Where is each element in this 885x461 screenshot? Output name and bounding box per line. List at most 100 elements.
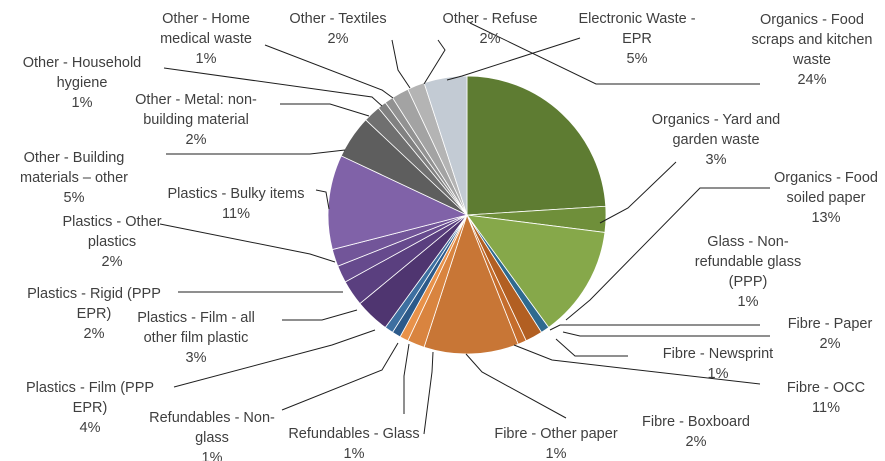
leader-line (565, 187, 770, 321)
slice-name: Organics - Food (774, 170, 878, 186)
slice-name: scraps and kitchen (752, 32, 873, 48)
slice-name: other film plastic (144, 330, 249, 346)
slice-name: soiled paper (787, 190, 866, 206)
slice-percent: 2% (328, 31, 349, 47)
slice-label: Refundables - Non-glass 1% (149, 410, 275, 461)
slice-label: Plastics - Film - all other film plastic 3… (137, 310, 255, 366)
slice-label: Organics - Yard and garden waste 3% (652, 112, 780, 168)
slice-name: Plastics - Film - all (137, 310, 255, 326)
slice-name: refundable glass (695, 254, 801, 270)
leader-line (599, 161, 677, 224)
slice-percent: 3% (186, 350, 207, 366)
slice-name: building material (143, 112, 249, 128)
slice-label: Organics - Food soiled paper 13% (774, 170, 878, 226)
leader-line (465, 353, 567, 419)
slice-percent: 13% (811, 210, 840, 226)
slice-name: Other - Building (24, 150, 125, 166)
slice-name: Electronic Waste - (578, 11, 695, 27)
slice-name: Refundables - Glass (288, 426, 419, 442)
leader-line (264, 44, 394, 99)
slice-percent: 5% (627, 51, 648, 67)
slice-label: Fibre - OCC 11% (787, 380, 865, 416)
leader-line (315, 189, 330, 210)
slice-percent: 1% (196, 51, 217, 67)
slice-label: Glass - Non-refundable glass (PPP) 1% (695, 234, 801, 310)
leader-line (282, 309, 358, 321)
slice-name: glass (195, 430, 229, 446)
leader-line (423, 39, 446, 85)
slice-name: medical waste (160, 31, 252, 47)
slice-percent: 11% (812, 400, 840, 416)
leader-line (446, 37, 581, 81)
slice-percent: 2% (84, 326, 105, 342)
slice-percent: 1% (202, 450, 223, 461)
leader-line (391, 39, 411, 89)
slice-label: Fibre - Paper 2% (788, 316, 873, 352)
slice-label: Other - Home medical waste 1% (160, 11, 252, 67)
slice-percent: 1% (708, 366, 729, 382)
slice-percent: 11% (222, 206, 250, 222)
slice-label: Other - Textiles 2% (289, 11, 386, 47)
slice-name: waste (792, 52, 831, 68)
leader-line (280, 103, 370, 117)
slice-name: Fibre - Boxboard (642, 414, 750, 430)
pie-slice (466, 214, 606, 329)
slice-label: Plastics - Film (PPP EPR) 4% (26, 380, 154, 436)
slice-name: Plastics - Bulky items (168, 186, 305, 202)
leader-line (403, 343, 410, 414)
leader-line (562, 331, 770, 337)
slice-percent: 2% (820, 336, 841, 352)
slice-name: plastics (88, 234, 136, 250)
slice-name: Organics - Food (760, 12, 864, 28)
slice-name: Fibre - Other paper (494, 426, 617, 442)
slice-label: Plastics - Other plastics 2% (62, 214, 161, 270)
slice-percent: 24% (797, 72, 826, 88)
leader-line (163, 67, 383, 107)
slice-name: EPR (622, 31, 652, 47)
slice-label: Fibre - Other paper 1% (494, 426, 617, 461)
slice-name: Fibre - OCC (787, 380, 865, 396)
slice-percent: 2% (186, 132, 207, 148)
slice-name: Glass - Non- (707, 234, 789, 250)
slice-name: Other - Household (23, 55, 141, 71)
slice-labels: Organics - Food scraps and kitchen waste 24… (20, 11, 878, 461)
slice-label: Other - Refuse 2% (442, 11, 537, 47)
pie-slice (423, 75, 468, 216)
slice-name: garden waste (672, 132, 759, 148)
slice-name: Other - Home (162, 11, 250, 27)
slice-label: Electronic Waste - EPR 5% (578, 11, 695, 67)
slice-name: Organics - Yard and (652, 112, 780, 128)
slice-name: materials – other (20, 170, 128, 186)
slice-name: Other - Metal: non- (135, 92, 257, 108)
leader-line (549, 324, 760, 331)
slice-name: EPR) (77, 306, 112, 322)
leader-line (469, 22, 760, 85)
slice-label: Plastics - Bulky items 11% (168, 186, 305, 222)
slice-label: Other - Metal: non-building material 2% (135, 92, 257, 148)
pie-slice (466, 75, 607, 216)
slice-name: (PPP) (729, 274, 768, 290)
slice-label: Refundables - Glass 1% (288, 426, 419, 461)
leader-line (173, 329, 376, 388)
slice-label: Plastics - Rigid (PPP EPR) 2% (27, 286, 161, 342)
slice-label: Fibre - Boxboard 2% (642, 414, 750, 450)
slice-percent: 1% (344, 446, 365, 461)
slice-label: Fibre - Newsprint 1% (663, 346, 773, 382)
slice-name: EPR) (73, 400, 108, 416)
slice-name: Fibre - Paper (788, 316, 873, 332)
leader-lines (159, 22, 770, 435)
slice-name: Plastics - Other (62, 214, 161, 230)
slice-name: Refundables - Non- (149, 410, 275, 426)
slice-name: Other - Refuse (442, 11, 537, 27)
slice-percent: 1% (72, 95, 93, 111)
slice-percent: 4% (80, 420, 101, 436)
leader-line (423, 351, 434, 435)
pie-slices (327, 75, 607, 355)
slice-percent: 1% (546, 446, 567, 461)
slice-percent: 5% (64, 190, 85, 206)
slice-percent: 2% (102, 254, 123, 270)
slice-label: Other - Household hygiene 1% (23, 55, 141, 111)
slice-percent: 3% (706, 152, 727, 168)
leader-line (513, 344, 761, 385)
